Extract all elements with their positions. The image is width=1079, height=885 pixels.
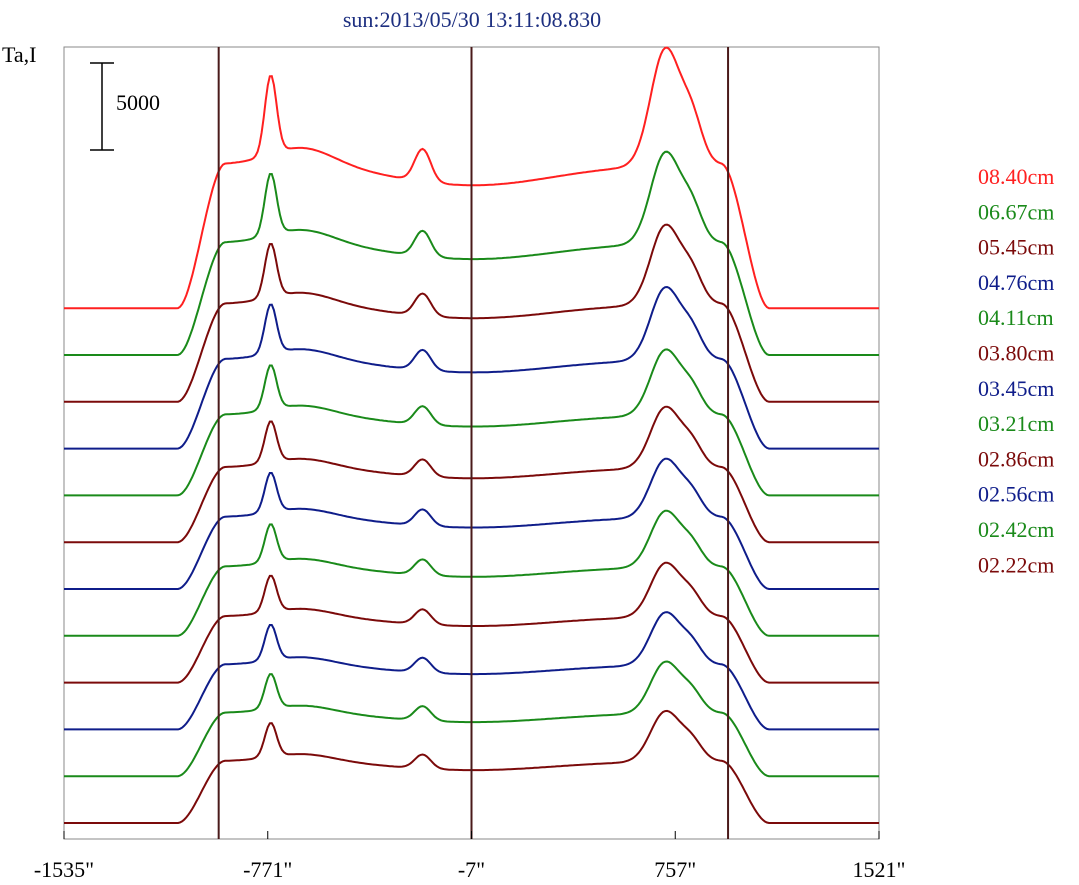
chart-title: sun:2013/05/30 13:11:08.830: [343, 7, 601, 32]
legend-entry: 03.45cm: [978, 376, 1054, 401]
legend-entry: 08.40cm: [978, 164, 1054, 189]
legend-entry: 03.21cm: [978, 411, 1054, 436]
x-tick-label: 757": [654, 857, 696, 882]
legend-entry: 02.56cm: [978, 482, 1054, 507]
y-axis-label: Ta,I: [2, 42, 37, 67]
intensity-scale-bar: 5000: [90, 62, 160, 151]
x-tick-label: -7": [458, 857, 485, 882]
legend-entry: 05.45cm: [978, 235, 1054, 260]
x-tick-label: 1521": [853, 857, 906, 882]
legend-entry: 02.22cm: [978, 552, 1054, 577]
legend-entry: 02.42cm: [978, 517, 1054, 542]
x-tick-label: -771": [243, 857, 292, 882]
x-tick-label: -1535": [34, 857, 94, 882]
legend-entry: 06.67cm: [978, 199, 1054, 224]
scale-bar-label: 5000: [116, 90, 160, 115]
legend-entry: 04.76cm: [978, 270, 1054, 295]
legend-entry: 04.11cm: [978, 305, 1054, 330]
legend-entry: 03.80cm: [978, 341, 1054, 366]
legend-entry: 02.86cm: [978, 446, 1054, 471]
